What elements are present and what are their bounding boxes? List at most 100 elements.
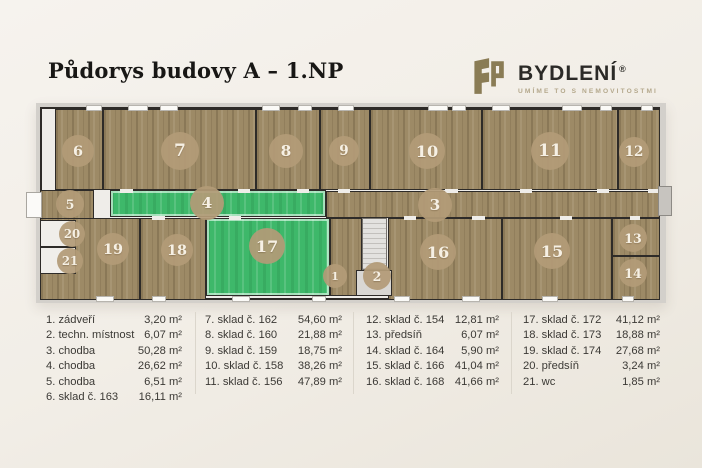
exit-right xyxy=(658,186,672,216)
legend-room-area: 12,81 m² xyxy=(454,314,499,326)
window xyxy=(622,296,634,302)
room-10-floor xyxy=(370,109,482,190)
legend-room-label: 18. sklad č. 173 xyxy=(523,329,602,342)
legend-room-label: 13. předsíň xyxy=(366,329,422,342)
room-marker-15: 15 xyxy=(534,233,570,269)
legend-room-label: 19. sklad č. 174 xyxy=(523,344,602,357)
room-marker-14: 14 xyxy=(619,259,647,287)
legend-room-label: 9. sklad č. 159 xyxy=(205,344,278,357)
room-marker-8: 8 xyxy=(269,134,303,168)
brand-name: BYDLENÍ xyxy=(517,61,618,85)
legend-room-label: 11. sklad č. 156 xyxy=(205,375,283,388)
legend-room-label: 21. wc xyxy=(523,375,556,388)
legend-room-area: 47,89 m² xyxy=(297,375,342,388)
legend-item: 11. sklad č. 156 47,89 m² xyxy=(205,375,342,390)
legend-item: 7. sklad č. 162 54,60 m² xyxy=(205,313,342,328)
brand-tagline: UMÍME TO S NEMOVITOSTMI xyxy=(517,87,658,95)
legend-item: 6. sklad č. 163 16,11 m² xyxy=(46,390,182,405)
door-opening xyxy=(404,216,416,220)
legend-divider xyxy=(195,312,196,394)
window xyxy=(312,296,326,302)
room-marker-12: 12 xyxy=(619,137,649,167)
room-marker-17: 17 xyxy=(249,228,285,264)
entrance-left xyxy=(26,192,42,218)
legend-room-area: 18,75 m² xyxy=(297,344,342,357)
room-marker-19: 19 xyxy=(97,233,129,265)
room-marker-21: 21 xyxy=(57,248,83,274)
logo-text: BYDLENÍ ® UMÍME TO S NEMOVITOSTMI xyxy=(517,61,658,95)
door-opening xyxy=(630,216,640,220)
door-opening xyxy=(229,216,241,220)
window xyxy=(128,105,148,111)
room-marker-18: 18 xyxy=(161,234,193,266)
window xyxy=(96,296,114,302)
legend-item: 10. sklad č. 158 38,26 m² xyxy=(205,359,342,374)
legend-item: 9. sklad č. 159 18,75 m² xyxy=(205,344,342,359)
legend-column-3: 12. sklad č. 154 12,81 m² 13. předsíň 6,07 … xyxy=(366,313,499,390)
window xyxy=(428,105,448,111)
legend-item: 16. sklad č. 168 41,66 m² xyxy=(366,375,499,390)
room-marker-9: 9 xyxy=(329,136,359,166)
door-opening xyxy=(238,189,250,193)
room-marker-11: 11 xyxy=(531,132,569,170)
window xyxy=(452,105,466,111)
legend-room-area: 26,62 m² xyxy=(137,360,182,373)
legend-item: 8. sklad č. 160 21,88 m² xyxy=(205,328,342,343)
room-6-floor xyxy=(55,109,103,190)
legend-item: 14. sklad č. 164 5,90 m² xyxy=(366,344,499,359)
legend-divider xyxy=(511,312,512,394)
room-marker-16: 16 xyxy=(420,234,456,270)
window xyxy=(338,105,354,111)
room-marker-3: 3 xyxy=(418,188,452,222)
legend-item: 21. wc 1,85 m² xyxy=(523,375,660,390)
legend-room-label: 15. sklad č. 166 xyxy=(366,360,445,373)
door-opening xyxy=(297,189,309,193)
room-marker-7: 7 xyxy=(161,132,199,170)
room-marker-10: 10 xyxy=(409,133,445,169)
legend-room-label: 8. sklad č. 160 xyxy=(205,329,278,342)
room-marker-6: 6 xyxy=(62,135,94,167)
legend-column-2: 7. sklad č. 162 54,60 m² 8. sklad č. 160 21… xyxy=(205,313,342,390)
legend-item: 15. sklad č. 166 41,04 m² xyxy=(366,359,499,374)
legend-item: 3. chodba 50,28 m² xyxy=(46,344,182,359)
door-opening xyxy=(152,216,165,220)
legend-column-1: 1. zádveří 3,20 m² 2. techn. místnost 6,07 … xyxy=(46,313,182,405)
door-opening xyxy=(120,189,133,193)
legend-item: 20. předsíň 3,24 m² xyxy=(523,359,660,374)
window xyxy=(562,105,582,111)
legend-room-label: 3. chodba xyxy=(46,344,96,357)
window xyxy=(298,105,312,111)
room-marker-4: 4 xyxy=(190,186,224,220)
legend-item: 19. sklad č. 174 27,68 m² xyxy=(523,344,660,359)
legend-room-label: 17. sklad č. 172 xyxy=(523,314,602,326)
legend-item: 5. chodba 6,51 m² xyxy=(46,375,182,390)
legend-room-label: 1. zádveří xyxy=(46,314,96,326)
page-title: Půdorys budovy A – 1.NP xyxy=(48,58,344,83)
room-8-floor xyxy=(256,109,320,190)
legend-room-area: 50,28 m² xyxy=(137,344,182,357)
legend-item: 12. sklad č. 154 12,81 m² xyxy=(366,313,499,328)
room-marker-1: 1 xyxy=(323,264,347,288)
legend-room-label: 12. sklad č. 154 xyxy=(366,314,445,326)
window xyxy=(394,296,410,302)
window xyxy=(600,105,612,111)
legend-room-area: 3,20 m² xyxy=(144,314,182,326)
legend-room-label: 4. chodba xyxy=(46,360,96,373)
legend-room-area: 21,88 m² xyxy=(297,329,342,342)
legend-room-area: 41,66 m² xyxy=(454,375,499,388)
room-marker-5: 5 xyxy=(56,190,84,218)
legend-room-area: 6,07 m² xyxy=(144,329,182,342)
legend-room-area: 41,12 m² xyxy=(615,314,660,326)
legend-room-area: 41,04 m² xyxy=(454,360,499,373)
legend-room-label: 7. sklad č. 162 xyxy=(205,314,278,326)
legend-room-area: 5,90 m² xyxy=(461,344,499,357)
legend-item: 17. sklad č. 172 41,12 m² xyxy=(523,313,660,328)
bydleni-logo-icon xyxy=(466,55,508,102)
room-marker-20: 20 xyxy=(59,221,85,247)
door-opening xyxy=(560,216,572,220)
legend-room-area: 6,07 m² xyxy=(461,329,499,342)
legend-item: 4. chodba 26,62 m² xyxy=(46,359,182,374)
legend-room-label: 16. sklad č. 168 xyxy=(366,375,445,388)
window xyxy=(492,105,510,111)
